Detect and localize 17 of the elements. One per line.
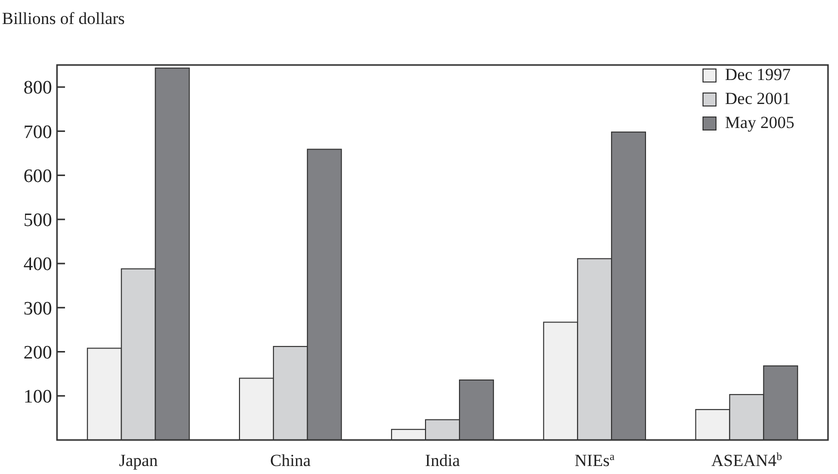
- x-tick-label: ASEAN4$^{b}$: [711, 451, 782, 470]
- y-tick-label: 800: [24, 78, 52, 99]
- y-tick-label: 700: [24, 122, 52, 143]
- x-tick-label: Japan: [119, 451, 158, 470]
- x-tick-label: India: [425, 451, 460, 470]
- y-tick-label: 400: [24, 254, 52, 276]
- x-tick-label: China: [270, 451, 312, 470]
- legend-label: Dec 2001: [725, 89, 791, 108]
- legend-label: May 2005: [725, 113, 794, 132]
- x-tick-label: NIEs$^{a}$: [574, 451, 615, 470]
- y-tick-label: 500: [24, 210, 52, 232]
- y-tick-label: 300: [24, 298, 52, 320]
- y-tick-label: 600: [24, 166, 52, 187]
- y-axis-title: Billions of dollars: [2, 9, 125, 28]
- y-tick-label: 200: [24, 342, 52, 364]
- legend-label: Dec 1997: [725, 65, 792, 84]
- y-tick-label: 100: [24, 386, 52, 408]
